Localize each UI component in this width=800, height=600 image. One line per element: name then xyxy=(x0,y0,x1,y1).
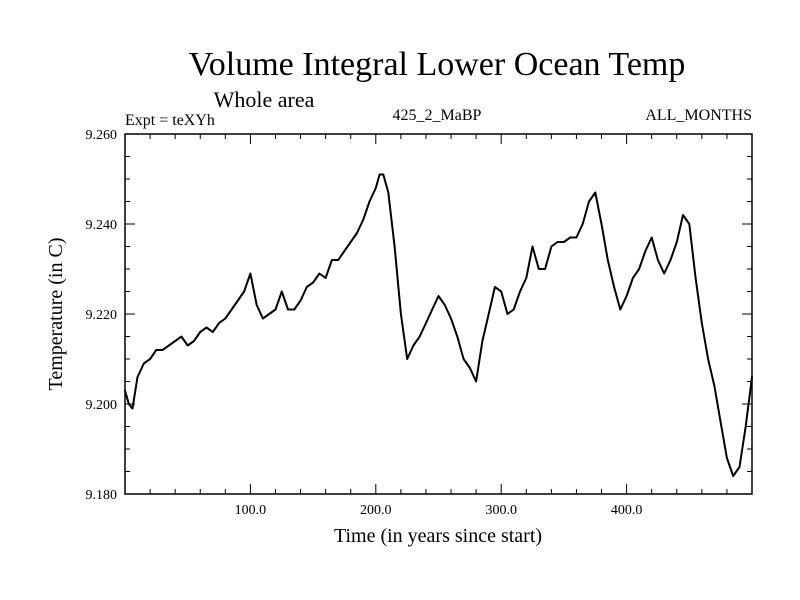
temperature-line xyxy=(124,173,753,477)
y-tick-label: 9.260 xyxy=(86,128,118,143)
y-axis-ticks: 9.180 9.200 9.220 9.240 9.260 xyxy=(86,128,752,503)
experiment-label: Expt = teXYh xyxy=(125,112,215,129)
plot-frame xyxy=(124,133,753,495)
chart-title: Volume Integral Lower Ocean Temp xyxy=(189,46,686,83)
y-tick-label: 9.220 xyxy=(86,308,118,323)
run-label: 425_2_MaBP xyxy=(393,107,482,124)
x-tick-label: 300.0 xyxy=(485,503,517,518)
plot-area: 100.0 200.0 300.0 400.0 9.180 9.200 9.220 9.24… xyxy=(86,128,753,518)
x-tick-label: 200.0 xyxy=(360,503,392,518)
y-tick-label: 9.180 xyxy=(86,488,118,503)
y-tick-label: 9.240 xyxy=(86,218,118,233)
x-tick-label: 400.0 xyxy=(611,503,643,518)
months-label: ALL_MONTHS xyxy=(645,107,752,124)
x-axis-ticks: 100.0 200.0 300.0 400.0 xyxy=(124,134,753,518)
x-axis-title: Time (in years since start) xyxy=(334,525,542,547)
chart-subtitle: Whole area xyxy=(214,87,315,112)
y-tick-label: 9.200 xyxy=(86,398,118,413)
x-tick-label: 100.0 xyxy=(235,503,267,518)
y-axis-title: Temperature (in C) xyxy=(45,238,67,391)
